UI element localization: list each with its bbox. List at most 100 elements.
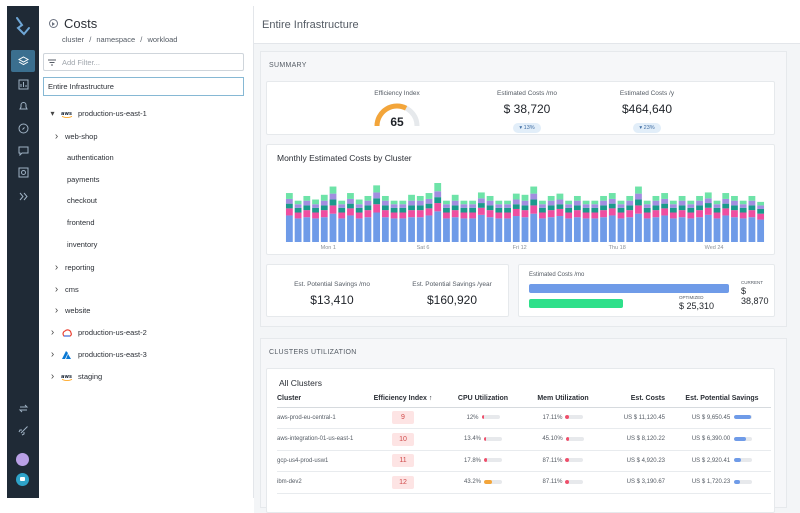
bar-blue[interactable]	[381, 217, 389, 242]
bar-mint[interactable]	[687, 200, 695, 205]
bar-blue[interactable]	[626, 217, 634, 242]
bar-teal[interactable]	[565, 207, 573, 213]
bar-purple[interactable]	[591, 204, 599, 208]
bar-purple[interactable]	[434, 191, 442, 198]
bar-teal[interactable]	[617, 207, 625, 213]
chevron-right-icon[interactable]: ›	[50, 371, 55, 382]
bar-teal[interactable]	[669, 207, 677, 213]
bar-pink[interactable]	[600, 210, 607, 218]
bar-blue[interactable]	[652, 217, 660, 242]
bar-teal[interactable]	[600, 205, 607, 211]
bar-pink[interactable]	[303, 210, 311, 218]
bar-mint[interactable]	[713, 200, 721, 205]
tree-item[interactable]: › reporting	[53, 262, 95, 273]
bar-purple[interactable]	[731, 200, 738, 206]
bar-mint[interactable]	[408, 194, 415, 201]
bar-purple[interactable]	[495, 204, 503, 208]
bar-mint[interactable]	[643, 200, 651, 205]
tree-item[interactable]: payments	[67, 175, 100, 184]
bar-mint[interactable]	[669, 200, 677, 205]
bar-teal[interactable]	[451, 205, 459, 211]
bar-mint[interactable]	[539, 200, 546, 205]
bar-blue[interactable]	[425, 215, 433, 242]
bar-purple[interactable]	[757, 205, 765, 209]
bar-teal[interactable]	[731, 205, 738, 211]
crumb-namespace[interactable]: namespace	[96, 35, 136, 44]
bar-pink[interactable]	[477, 207, 485, 215]
bar-pink[interactable]	[381, 210, 389, 218]
col-costs[interactable]: Est. Costs	[603, 390, 673, 408]
bar-blue[interactable]	[303, 217, 311, 242]
bar-blue[interactable]	[416, 217, 424, 242]
bar-blue[interactable]	[469, 218, 477, 242]
bar-purple[interactable]	[713, 204, 721, 208]
bar-mint[interactable]	[434, 183, 442, 192]
alerts-nav-icon[interactable]	[11, 96, 35, 116]
bar-mint[interactable]	[722, 193, 730, 199]
bar-teal[interactable]	[312, 207, 319, 213]
tree-item[interactable]: authentication	[67, 153, 114, 162]
bar-mint[interactable]	[731, 195, 738, 201]
bar-purple[interactable]	[329, 193, 337, 200]
bar-teal[interactable]	[573, 205, 581, 211]
table-row[interactable]: aws-prod-eu-central-1 9 12% 17.11% US $ 11,1…	[277, 407, 771, 429]
bar-purple[interactable]	[617, 204, 625, 208]
bar-pink[interactable]	[661, 208, 669, 216]
bar-pink[interactable]	[713, 212, 721, 219]
cell-cluster[interactable]: aws-integration-01-us-east-1	[277, 428, 363, 451]
bar-blue[interactable]	[521, 217, 529, 242]
bar-purple[interactable]	[573, 200, 581, 206]
bar-purple[interactable]	[312, 204, 319, 208]
bar-teal[interactable]	[399, 207, 407, 213]
bar-purple[interactable]	[521, 200, 529, 206]
bar-blue[interactable]	[713, 218, 721, 242]
compass-nav-icon[interactable]	[11, 118, 35, 138]
bar-pink[interactable]	[608, 208, 616, 216]
bar-teal[interactable]	[460, 207, 468, 213]
bar-pink[interactable]	[704, 207, 712, 215]
bar-teal[interactable]	[722, 203, 730, 209]
bar-pink[interactable]	[617, 212, 625, 219]
reports-nav-icon[interactable]	[11, 74, 35, 94]
bar-mint[interactable]	[748, 195, 756, 201]
bar-mint[interactable]	[504, 200, 511, 205]
bar-blue[interactable]	[373, 212, 381, 243]
bar-mint[interactable]	[373, 185, 381, 193]
bar-teal[interactable]	[696, 205, 703, 211]
bar-mint[interactable]	[556, 193, 564, 200]
bar-teal[interactable]	[408, 205, 415, 211]
filter-input[interactable]: Add Filter...	[43, 53, 244, 71]
bar-purple[interactable]	[530, 193, 538, 200]
bar-teal[interactable]	[329, 199, 337, 206]
bar-pink[interactable]	[434, 203, 442, 212]
bar-mint[interactable]	[626, 195, 634, 201]
bar-pink[interactable]	[757, 213, 765, 220]
bar-blue[interactable]	[434, 211, 442, 242]
bar-pink[interactable]	[556, 208, 564, 217]
bar-teal[interactable]	[347, 203, 354, 209]
bar-purple[interactable]	[687, 204, 695, 208]
bar-purple[interactable]	[416, 200, 424, 206]
brand-logo-icon[interactable]	[14, 16, 32, 36]
bar-mint[interactable]	[451, 194, 459, 201]
bar-purple[interactable]	[355, 204, 363, 208]
col-cluster[interactable]: Cluster	[277, 390, 363, 408]
bar-mint[interactable]	[425, 193, 433, 199]
bar-purple[interactable]	[294, 204, 302, 208]
table-row[interactable]: gcp-us4-prod-usw1 11 17.8% 87.11% US $ 4,920…	[277, 450, 771, 472]
bar-teal[interactable]	[608, 203, 616, 209]
bar-pink[interactable]	[329, 205, 337, 214]
bar-pink[interactable]	[451, 210, 459, 218]
cell-cluster[interactable]: aws-prod-eu-central-1	[277, 407, 363, 429]
bar-pink[interactable]	[312, 212, 319, 219]
chevron-right-icon[interactable]: ›	[50, 349, 55, 360]
table-row[interactable]: ibm-dev2 12 43.2% 87.11% US $ 3,190.67 US $ 1…	[277, 471, 771, 494]
bar-pink[interactable]	[294, 212, 302, 219]
tree-item[interactable]: › cms	[53, 284, 79, 295]
bar-blue[interactable]	[556, 216, 564, 242]
bar-mint[interactable]	[443, 200, 450, 205]
bar-pink[interactable]	[582, 212, 590, 219]
bar-teal[interactable]	[338, 207, 346, 213]
bar-teal[interactable]	[704, 203, 712, 208]
bar-blue[interactable]	[347, 215, 354, 242]
